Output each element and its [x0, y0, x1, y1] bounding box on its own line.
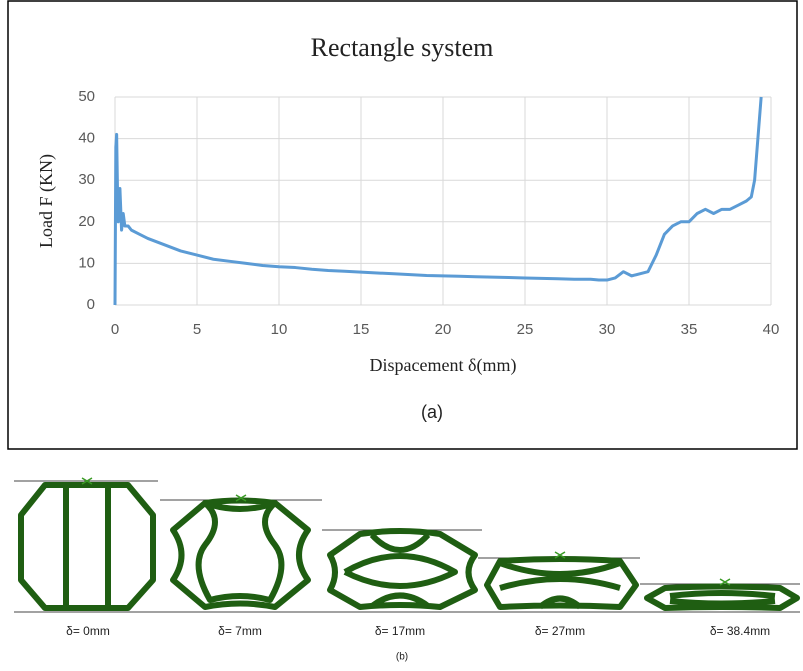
stage-label: δ= 38.4mm: [710, 624, 770, 638]
stage-label: δ= 7mm: [218, 624, 262, 638]
specimen: [647, 587, 797, 609]
chart-title: Rectangle system: [311, 33, 494, 62]
specimen: [21, 485, 153, 608]
panel-b: δ= 0mm δ= 7mm δ= 17mm δ= 27mm δ= 38.4mm …: [14, 478, 800, 663]
specimen: [330, 531, 475, 607]
stage-label: δ= 17mm: [375, 624, 425, 638]
figure: Rectangle system Load F (KN) Dispacement…: [0, 0, 803, 666]
x-tick-label: 35: [681, 321, 698, 338]
y-tick-label: 20: [78, 213, 95, 230]
x-tick-label: 5: [193, 321, 201, 338]
stage-label: δ= 0mm: [66, 624, 110, 638]
stage-label: δ= 27mm: [535, 624, 585, 638]
y-tick-label: 40: [78, 130, 95, 147]
caption-a: (a): [421, 402, 443, 422]
x-tick-label: 30: [599, 321, 616, 338]
y-tick-label: 30: [78, 171, 95, 188]
x-tick-label: 10: [271, 321, 288, 338]
x-tick-label: 40: [763, 321, 780, 338]
y-tick-label: 10: [78, 254, 95, 271]
caption-b: (b): [396, 652, 408, 663]
x-tick-label: 15: [353, 321, 370, 338]
x-axis-label: Dispacement δ(mm): [370, 355, 517, 376]
y-axis-label: Load F (KN): [36, 154, 57, 248]
y-tick-label: 50: [78, 88, 95, 105]
data-line: [115, 97, 761, 305]
x-tick-label: 20: [435, 321, 452, 338]
x-tick-label: 0: [111, 321, 119, 338]
x-tick-label: 25: [517, 321, 534, 338]
specimen: [173, 501, 308, 608]
y-tick-label: 0: [87, 296, 95, 313]
specimen: [487, 559, 636, 607]
